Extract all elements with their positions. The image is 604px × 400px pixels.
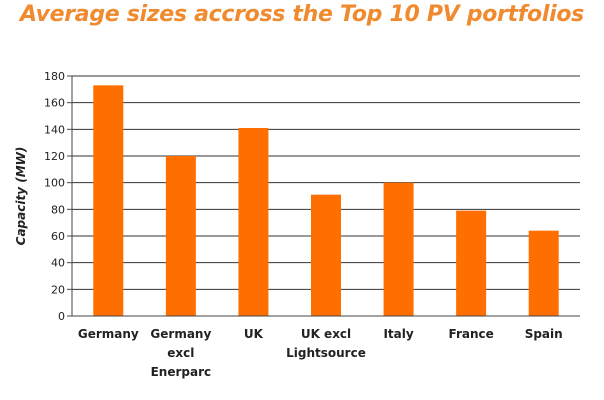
bar-3 (311, 194, 341, 316)
bars (93, 85, 559, 316)
axes (67, 75, 580, 317)
x-tick-label-line: France (449, 327, 494, 341)
x-tick-label: UK (244, 327, 264, 341)
bar-5 (456, 210, 487, 316)
bar-0 (93, 85, 124, 316)
y-tick-label: 100 (44, 177, 65, 190)
y-tick-label: 40 (51, 257, 65, 270)
y-tick-label: 140 (44, 123, 65, 136)
bar-1 (165, 156, 196, 316)
x-tick-label: Germany excl Enerparc (150, 327, 211, 379)
y-tick-label: 160 (44, 97, 65, 110)
y-tick-label: 180 (44, 70, 65, 83)
x-tick-label: UK excl Lightsource (286, 327, 366, 360)
y-tick-label: 0 (58, 310, 65, 323)
x-tick-label-line: UK (244, 327, 264, 341)
x-tick-label: France (449, 327, 494, 341)
x-tick-label-line: UK excl (301, 327, 351, 341)
x-tick-label-line: Italy (383, 327, 413, 341)
labels: 0 20 40 60 80 100 120 140 160 180 Germany Germany ex… (44, 70, 563, 379)
x-tick-label-line: Enerparc (151, 365, 212, 379)
x-tick-label-line: Germany (150, 327, 211, 341)
y-axis-label: Capacity (MW) (14, 147, 28, 246)
x-tick-label-line: Spain (525, 327, 563, 341)
bar-2 (238, 128, 269, 316)
bar-4 (383, 182, 414, 316)
x-tick-label-line: Lightsource (286, 346, 366, 360)
x-tick-label: Spain (525, 327, 563, 341)
y-tick-label: 80 (51, 203, 65, 216)
chart-title: Average sizes accross the Top 10 PV port… (20, 2, 584, 27)
x-tick-label: Germany (78, 327, 139, 341)
y-tick-label: 20 (51, 283, 65, 296)
bar-6 (528, 230, 559, 316)
x-tick-label: Italy (383, 327, 413, 341)
x-tick-label-line: Germany (78, 327, 139, 341)
y-tick-label: 60 (51, 230, 65, 243)
y-tick-label: 120 (44, 150, 65, 163)
x-tick-label-line: excl (167, 346, 194, 360)
